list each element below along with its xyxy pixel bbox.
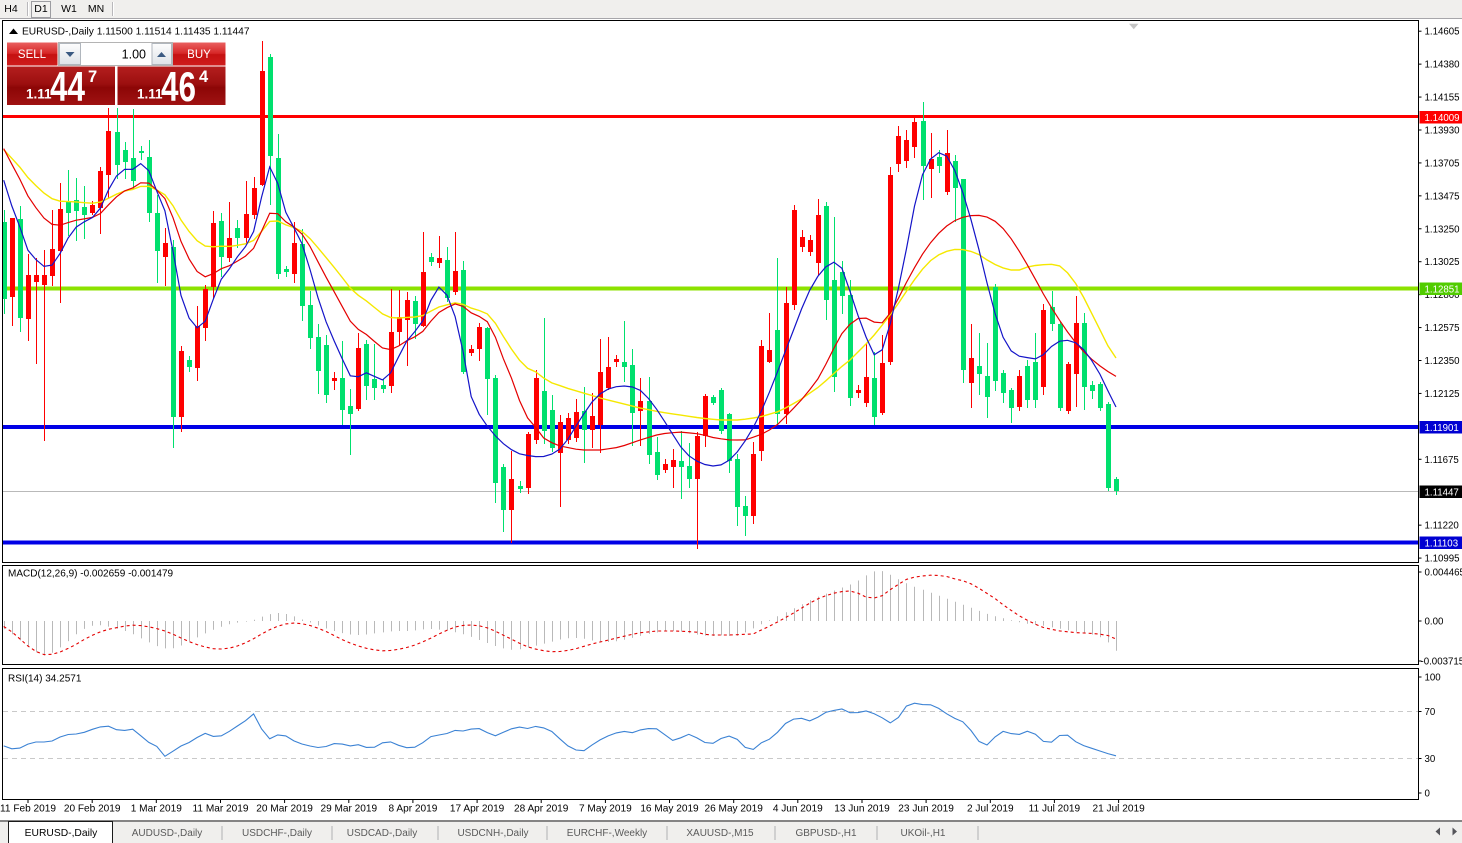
svg-text:UKOil-,H1: UKOil-,H1	[900, 828, 945, 839]
svg-text:70: 70	[1425, 707, 1436, 718]
svg-text:1.12575: 1.12575	[1425, 323, 1460, 334]
svg-text:EURUSD-,Daily 1.11500 1.11514: EURUSD-,Daily 1.11500 1.11514 1.11435 1.…	[22, 27, 250, 38]
svg-text:11 Jul 2019: 11 Jul 2019	[1029, 804, 1081, 815]
svg-text:BUY: BUY	[187, 49, 211, 61]
svg-text:1.13705: 1.13705	[1425, 158, 1460, 169]
svg-text:0: 0	[1425, 789, 1431, 800]
svg-text:-0.003715: -0.003715	[1421, 657, 1462, 668]
svg-text:20 Feb 2019: 20 Feb 2019	[64, 804, 121, 815]
svg-text:23 Jun 2019: 23 Jun 2019	[898, 804, 954, 815]
svg-text:1.11675: 1.11675	[1425, 455, 1459, 466]
svg-text:1.00: 1.00	[122, 48, 146, 62]
svg-text:1.14605: 1.14605	[1425, 27, 1460, 38]
svg-text:0.004465: 0.004465	[1425, 568, 1462, 579]
svg-text:1.11220: 1.11220	[1425, 521, 1460, 532]
svg-text:46: 46	[161, 63, 196, 110]
svg-text:1.11103: 1.11103	[1425, 538, 1459, 549]
svg-text:1.13475: 1.13475	[1425, 191, 1460, 202]
svg-text:GBPUSD-,H1: GBPUSD-,H1	[795, 828, 857, 839]
svg-text:H4: H4	[4, 3, 18, 15]
svg-text:1.11: 1.11	[26, 87, 52, 102]
svg-text:1.12125: 1.12125	[1425, 389, 1460, 400]
svg-text:11 Mar 2019: 11 Mar 2019	[193, 804, 249, 815]
svg-text:RSI(14) 34.2571: RSI(14) 34.2571	[8, 674, 82, 685]
svg-text:44: 44	[50, 63, 85, 110]
svg-text:13 Jun 2019: 13 Jun 2019	[834, 804, 890, 815]
svg-text:SELL: SELL	[18, 49, 47, 61]
svg-text:1.12851: 1.12851	[1425, 284, 1460, 295]
svg-text:0.00: 0.00	[1425, 617, 1444, 628]
svg-text:1.11901: 1.11901	[1425, 423, 1459, 434]
svg-text:1.12350: 1.12350	[1425, 356, 1461, 367]
svg-text:W1: W1	[61, 3, 77, 15]
svg-text:28 Apr 2019: 28 Apr 2019	[514, 804, 569, 815]
svg-text:4: 4	[199, 68, 209, 86]
svg-text:1.11: 1.11	[137, 87, 163, 102]
svg-text:MACD(12,26,9) -0.002659 -0.001: MACD(12,26,9) -0.002659 -0.001479	[8, 569, 174, 580]
svg-text:AUDUSD-,Daily: AUDUSD-,Daily	[132, 828, 203, 839]
svg-text:100: 100	[1425, 673, 1442, 684]
svg-text:29 Mar 2019: 29 Mar 2019	[320, 804, 377, 815]
svg-text:MN: MN	[88, 3, 104, 15]
svg-text:26 May 2019: 26 May 2019	[705, 804, 764, 815]
svg-text:17 Apr 2019: 17 Apr 2019	[450, 804, 505, 815]
svg-text:USDCHF-,Daily: USDCHF-,Daily	[242, 828, 312, 839]
svg-text:1.13930: 1.13930	[1425, 125, 1461, 136]
svg-text:1.10995: 1.10995	[1425, 554, 1460, 565]
svg-text:USDCNH-,Daily: USDCNH-,Daily	[457, 828, 528, 839]
svg-text:EURUSD-,Daily: EURUSD-,Daily	[25, 828, 99, 839]
svg-text:21 Jul 2019: 21 Jul 2019	[1092, 804, 1145, 815]
svg-text:1.11447: 1.11447	[1425, 487, 1459, 498]
svg-text:1.13025: 1.13025	[1425, 257, 1460, 268]
svg-text:4 Jun 2019: 4 Jun 2019	[773, 804, 823, 815]
svg-text:20 Mar 2019: 20 Mar 2019	[256, 804, 313, 815]
svg-text:1.14009: 1.14009	[1425, 113, 1460, 124]
svg-text:1.12800: 1.12800	[1425, 290, 1461, 301]
svg-text:16 May 2019: 16 May 2019	[640, 804, 699, 815]
svg-text:2 Jul 2019: 2 Jul 2019	[967, 804, 1014, 815]
svg-text:1.14380: 1.14380	[1425, 60, 1461, 71]
svg-text:1 Mar 2019: 1 Mar 2019	[131, 804, 182, 815]
svg-text:1.13250: 1.13250	[1425, 224, 1461, 235]
svg-text:7: 7	[88, 68, 97, 86]
svg-text:30: 30	[1425, 754, 1436, 765]
svg-text:1.14155: 1.14155	[1425, 93, 1460, 104]
svg-text:11 Feb 2019: 11 Feb 2019	[0, 804, 56, 815]
svg-text:8 Apr 2019: 8 Apr 2019	[388, 804, 437, 815]
svg-text:USDCAD-,Daily: USDCAD-,Daily	[347, 828, 418, 839]
svg-text:XAUUSD-,M15: XAUUSD-,M15	[686, 828, 754, 839]
svg-text:EURCHF-,Weekly: EURCHF-,Weekly	[567, 828, 647, 839]
svg-text:7 May 2019: 7 May 2019	[579, 804, 632, 815]
svg-text:D1: D1	[34, 3, 48, 15]
